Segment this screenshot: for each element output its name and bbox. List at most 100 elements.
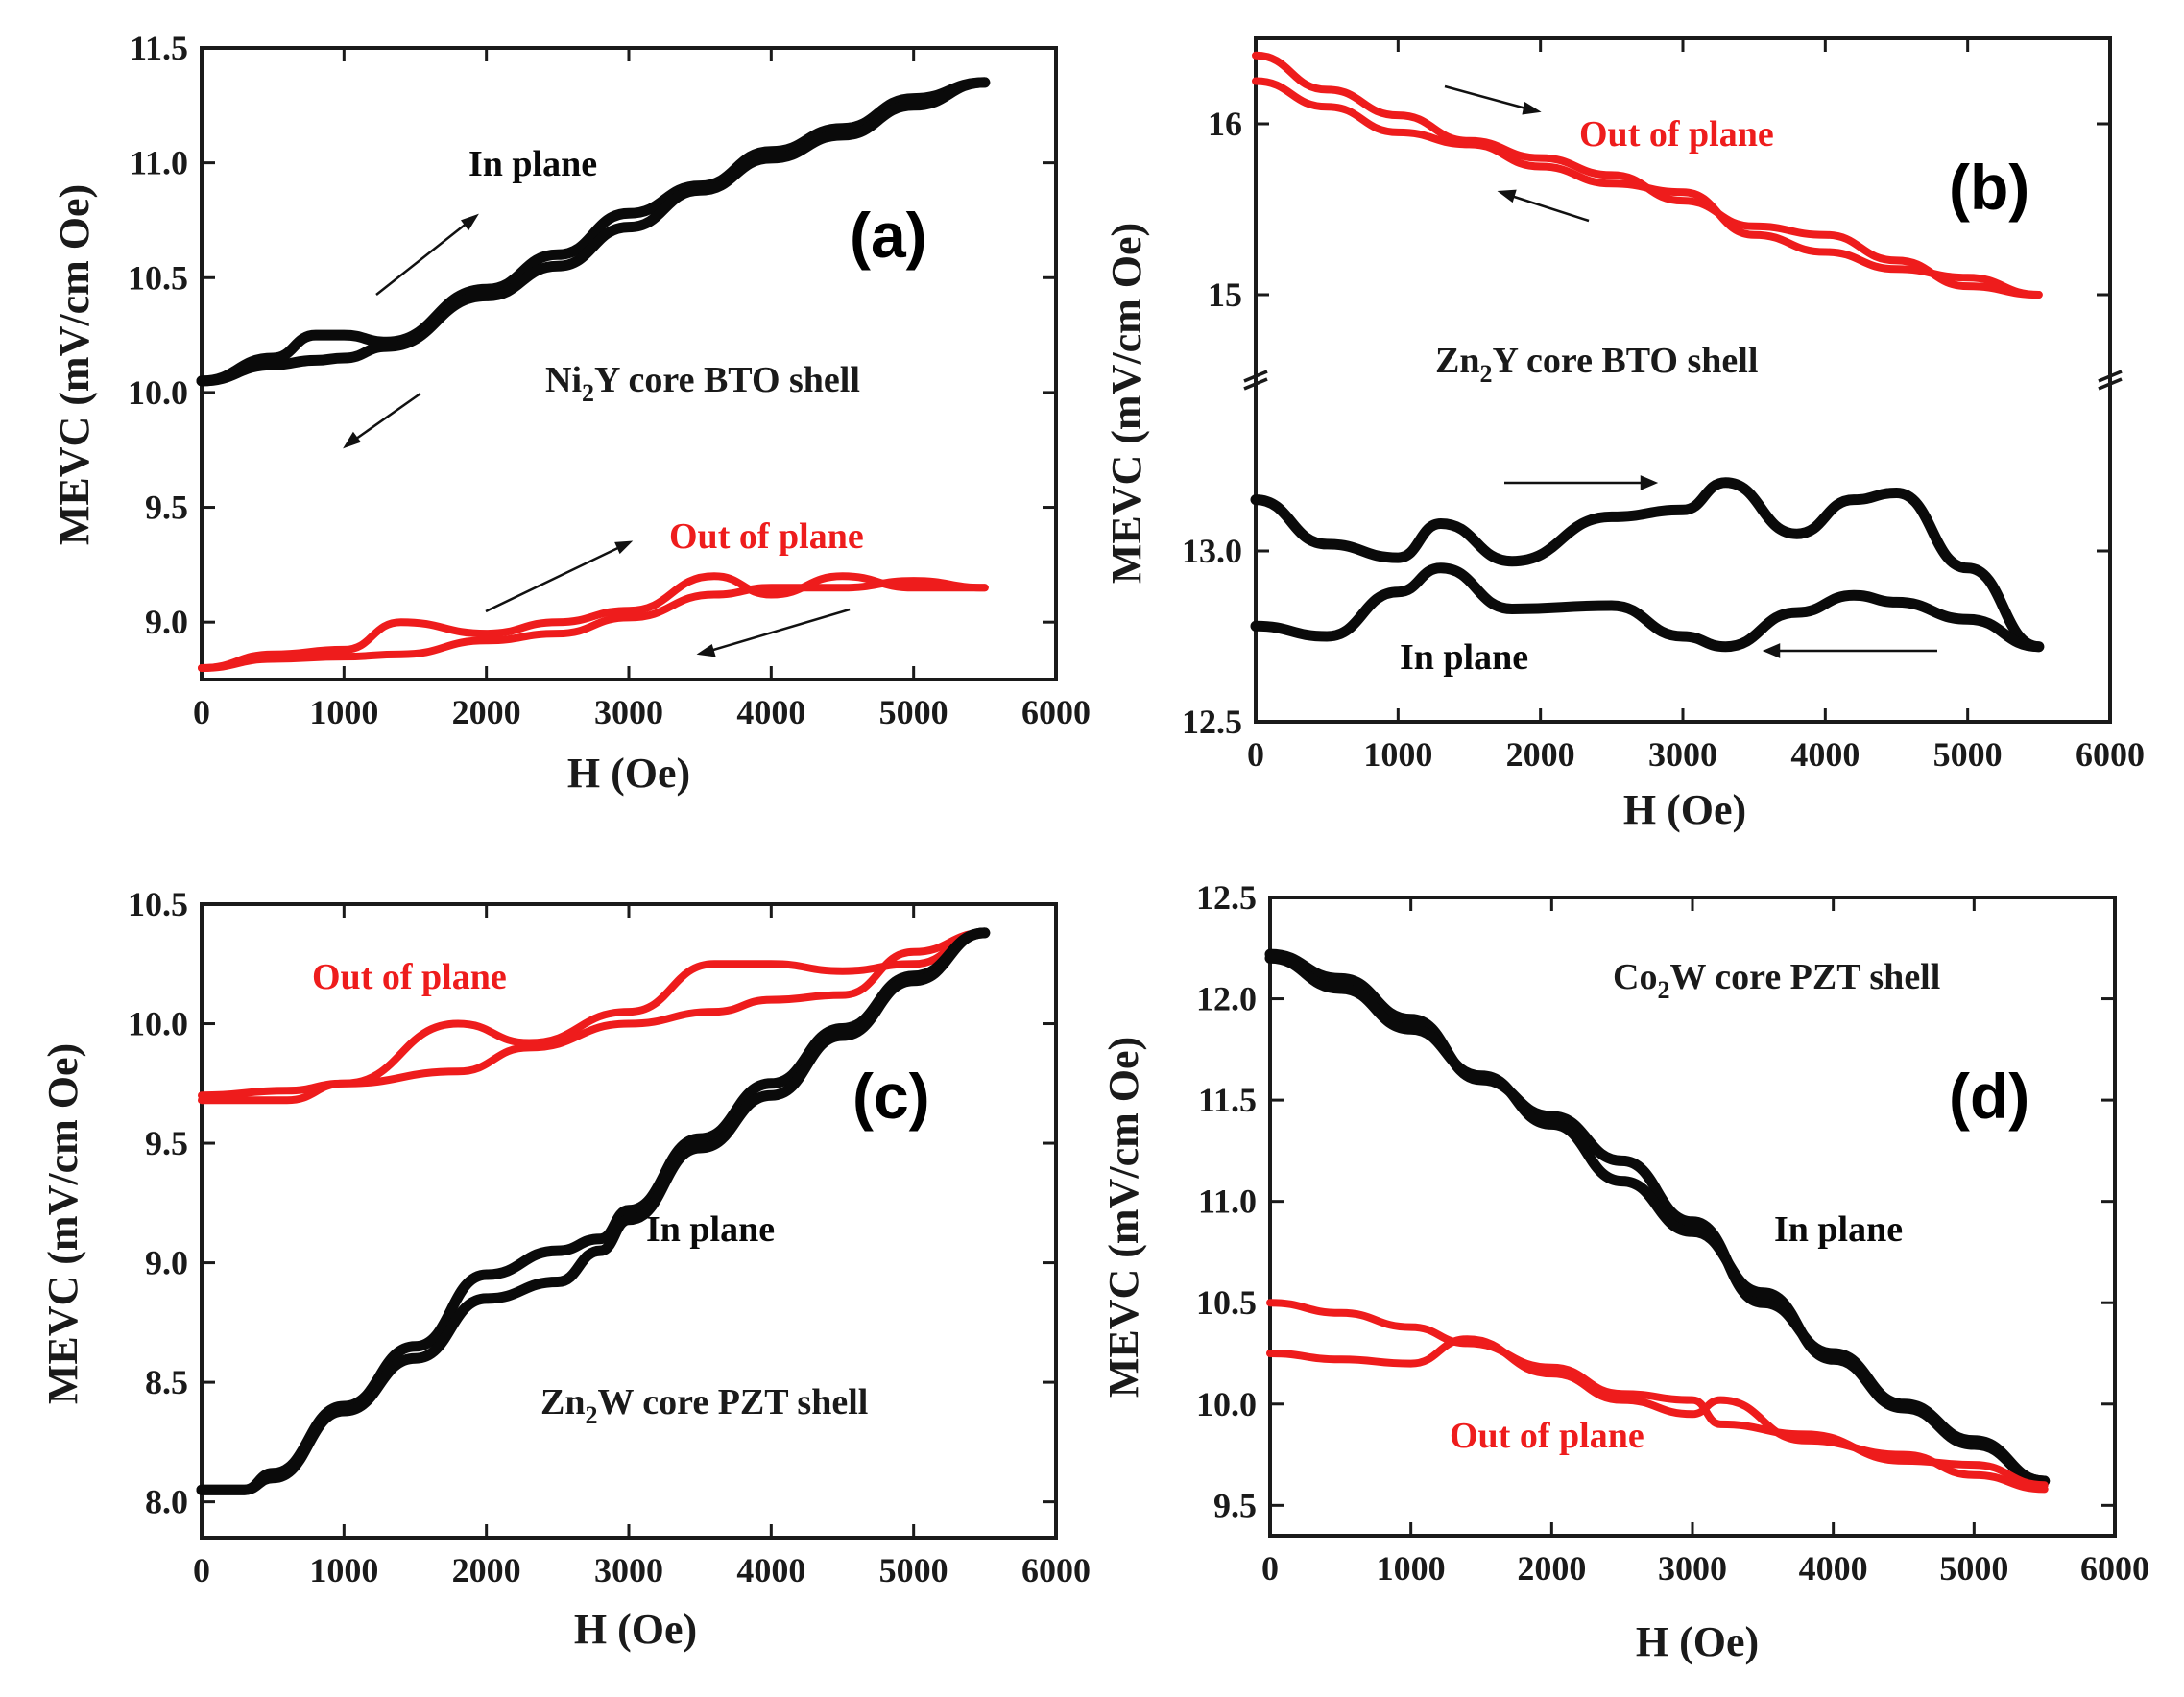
x-tick-label: 0 xyxy=(1247,735,1264,774)
axis-ticks: 0 1000 2000 3000 4000 5000 6000 9.5 10.0 10.5 11.0… xyxy=(1196,878,2149,1588)
axis-break-marks xyxy=(1243,370,2123,391)
x-tick-label: 5000 xyxy=(879,693,948,731)
axis-break-right xyxy=(2098,370,2123,383)
annotation-out-of-plane: Out of plane xyxy=(1450,1416,1644,1456)
x-tick-label: 6000 xyxy=(1021,693,1091,731)
axis-break-left xyxy=(1243,377,1268,391)
arrow-forward-out-of-plane xyxy=(1444,84,1534,112)
x-tick-label: 6000 xyxy=(2076,735,2145,774)
x-tick-label: 1000 xyxy=(309,693,378,731)
y-tick-label: 12.5 xyxy=(1196,878,1257,917)
sample-label: Zn2W core PZT shell xyxy=(540,1382,868,1429)
series-line-in-plane-increasing xyxy=(196,77,991,387)
x-tick-label: 4000 xyxy=(1790,735,1860,774)
y-tick-label: 8.0 xyxy=(145,1483,188,1521)
series-line-in-plane-decreasing xyxy=(1264,952,2051,1487)
x-tick-label: 3000 xyxy=(1658,1549,1727,1588)
x-tick-label: 4000 xyxy=(736,693,805,731)
y-tick-label: 9.0 xyxy=(145,603,188,641)
y-axis-label: MEVC (mV/cm Oe) xyxy=(1100,1037,1147,1398)
y-tick-label: 12.0 xyxy=(1196,980,1257,1018)
x-tick-label: 5000 xyxy=(1939,1549,2008,1588)
x-tick-label: 2000 xyxy=(452,693,521,731)
x-tick-label: 4000 xyxy=(736,1551,805,1589)
x-tick-label: 2000 xyxy=(452,1551,521,1589)
x-tick-label: 5000 xyxy=(879,1551,948,1589)
x-axis-label: H (Oe) xyxy=(1623,786,1746,833)
series-line-out-of-plane-increasing xyxy=(1266,1299,2049,1490)
x-tick-label: 5000 xyxy=(1933,735,2003,774)
y-axis-label: MEVC (mV/cm Oe) xyxy=(1103,223,1150,584)
y-tick-label: 10.5 xyxy=(1196,1283,1257,1322)
axis-ticks: 0 1000 2000 3000 4000 5000 6000 8.0 8.5 9.0 9.5 10.… xyxy=(128,885,1091,1589)
y-tick-label: 12.5 xyxy=(1182,703,1242,741)
y-tick-label: 10.0 xyxy=(1196,1385,1257,1423)
y-tick-label: 11.5 xyxy=(130,29,188,67)
y-tick-label: 10.5 xyxy=(128,258,188,297)
y-tick-label: 11.5 xyxy=(1198,1081,1257,1119)
arrowhead xyxy=(1640,475,1659,490)
x-tick-label: 2000 xyxy=(1506,735,1575,774)
arrowhead xyxy=(460,213,479,231)
arrowhead xyxy=(343,431,362,449)
panel-label: (c) xyxy=(852,1061,930,1132)
arrowhead xyxy=(1522,101,1542,115)
series-line-in-plane-decreasing xyxy=(196,927,991,1495)
y-axis-label: MEVC (mV/cm Oe) xyxy=(39,1043,86,1404)
annotation-in-plane: In plane xyxy=(646,1209,775,1250)
sweep-arrows xyxy=(343,213,851,657)
arrow-down-out-of-plane xyxy=(703,608,851,655)
x-axis-label: H (Oe) xyxy=(574,1606,697,1653)
y-tick-label: 8.5 xyxy=(145,1363,188,1401)
arrow-up-out-of-plane xyxy=(485,542,627,613)
series-line-in-plane-increasing xyxy=(1264,948,2051,1487)
axis-break-left xyxy=(1243,370,1268,383)
y-tick-label: 9.5 xyxy=(1213,1486,1257,1524)
arrow-back-out-of-plane xyxy=(1504,192,1590,223)
series-line-out-of-plane-increasing xyxy=(1252,51,2043,299)
y-tick-label: 10.5 xyxy=(128,885,188,923)
panel-d: 0 1000 2000 3000 4000 5000 6000 9.5 10.0 10.5 11.0… xyxy=(1100,878,2149,1665)
series-line-out-of-plane-decreasing xyxy=(1266,1335,2049,1494)
y-tick-label: 9.0 xyxy=(145,1244,188,1282)
annotation-in-plane: In plane xyxy=(1774,1209,1903,1250)
panel-a: 0 1000 2000 3000 4000 5000 6000 9.0 9.5 10.0 10.5 1… xyxy=(51,29,1091,797)
x-tick-label: 3000 xyxy=(594,1551,663,1589)
panel-c: 0 1000 2000 3000 4000 5000 6000 8.0 8.5 9.0 9.5 10.… xyxy=(39,885,1091,1653)
x-tick-label: 2000 xyxy=(1517,1549,1586,1588)
sample-label: Zn2Y core BTO shell xyxy=(1435,341,1758,388)
y-tick-label: 10.0 xyxy=(128,373,188,412)
axis-break-right xyxy=(2098,377,2123,391)
annotation-out-of-plane: Out of plane xyxy=(1579,114,1774,155)
annotation-out-of-plane: Out of plane xyxy=(312,957,507,997)
x-tick-label: 3000 xyxy=(1648,735,1717,774)
annotation-out-of-plane: Out of plane xyxy=(669,516,864,557)
series-line-in-plane-decreasing xyxy=(196,77,991,387)
arrowhead xyxy=(696,644,716,657)
x-tick-label: 0 xyxy=(193,693,210,731)
arrow-down-in-plane xyxy=(348,392,421,445)
arrowhead xyxy=(1762,643,1781,658)
x-tick-label: 1000 xyxy=(1377,1549,1446,1588)
y-tick-label: 10.0 xyxy=(128,1005,188,1043)
x-axis-label: H (Oe) xyxy=(1636,1618,1759,1665)
series-line-out-of-plane-increasing xyxy=(198,572,989,672)
y-tick-label: 11.0 xyxy=(130,144,188,182)
y-axis-label: MEVC (mV/cm Oe) xyxy=(51,184,98,545)
series-line-out-of-plane-decreasing xyxy=(198,577,989,672)
y-tick-label: 16 xyxy=(1208,105,1242,143)
x-tick-label: 3000 xyxy=(594,693,663,731)
x-tick-label: 1000 xyxy=(309,1551,378,1589)
arrowhead xyxy=(614,540,634,555)
panel-b: 0 1000 2000 3000 4000 5000 6000 12.5 13.0 15 16 H … xyxy=(1103,36,2145,833)
arrow-up-in-plane xyxy=(375,218,473,296)
y-tick-label: 9.5 xyxy=(145,489,188,527)
axis-ticks: 0 1000 2000 3000 4000 5000 6000 12.5 13.0 15 16 xyxy=(1182,38,2145,774)
y-tick-label: 15 xyxy=(1208,275,1242,314)
arrowhead xyxy=(1497,189,1517,203)
sample-label: Ni2Y core BTO shell xyxy=(545,360,860,407)
series-line-in-plane-increasing xyxy=(1250,477,2045,653)
y-tick-label: 11.0 xyxy=(1198,1183,1257,1221)
x-tick-label: 4000 xyxy=(1799,1549,1868,1588)
series-line-out-of-plane-decreasing xyxy=(1252,77,2043,299)
